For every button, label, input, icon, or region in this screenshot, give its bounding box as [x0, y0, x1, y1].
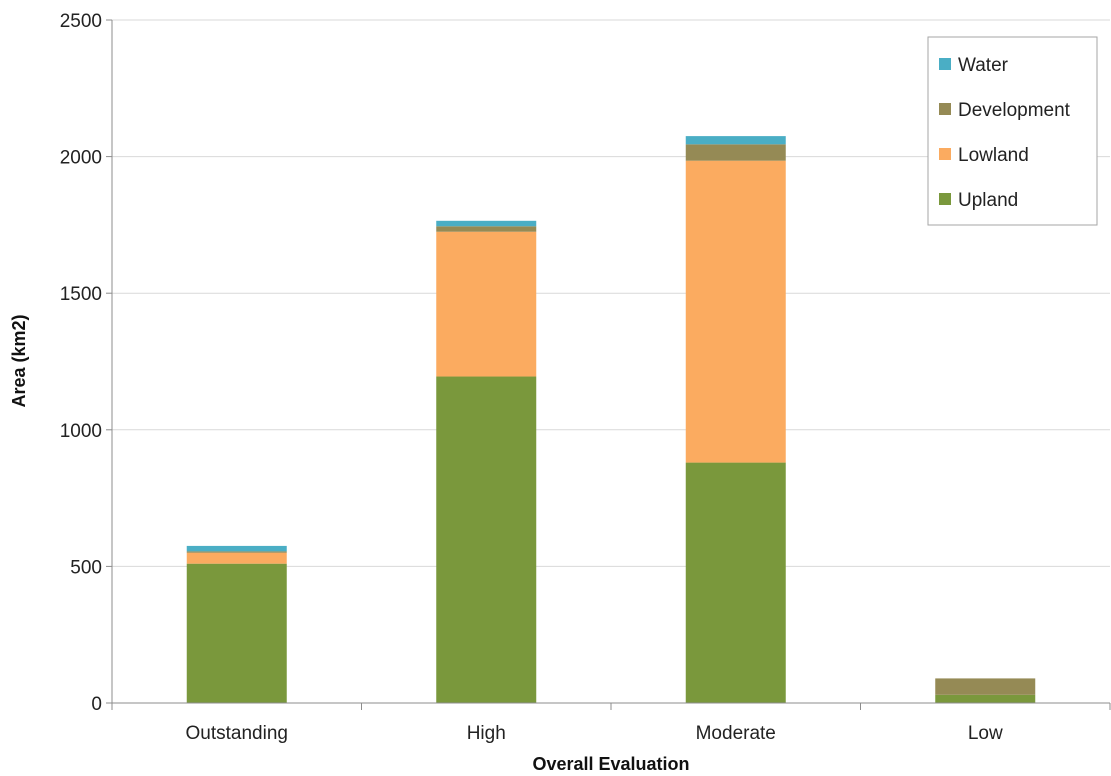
legend-swatch	[939, 103, 951, 115]
bar-development-low	[935, 678, 1036, 695]
bar-upland-low	[935, 694, 1036, 703]
x-tick-label: Low	[968, 723, 1003, 744]
y-tick-label: 1500	[60, 284, 102, 305]
y-axis-title: Area (km2)	[9, 314, 29, 407]
bar-stack-high	[436, 220, 537, 703]
legend-item-lowland: Lowland	[939, 145, 1029, 166]
bar-stack-outstanding	[186, 545, 287, 703]
legend-swatch	[939, 148, 951, 160]
bar-upland-moderate	[685, 462, 786, 703]
y-tick-label: 500	[70, 557, 102, 578]
x-tick-label: Outstanding	[186, 723, 288, 744]
bar-lowland-outstanding	[186, 552, 287, 564]
y-tick-label: 2500	[60, 11, 102, 32]
bar-upland-outstanding	[186, 563, 287, 703]
bar-stack-low	[935, 678, 1036, 703]
legend-label: Lowland	[958, 145, 1029, 166]
legend: Water Development Lowland Upland	[927, 36, 1098, 226]
legend-box	[927, 36, 1098, 226]
legend-item-development: Development	[939, 100, 1071, 121]
legend-label: Water	[958, 55, 1009, 76]
x-axis-title: Overall Evaluation	[532, 754, 689, 774]
bar-water-outstanding	[186, 545, 287, 552]
legend-swatch	[939, 58, 951, 70]
bar-stacks	[186, 136, 1036, 703]
y-tick-label: 1000	[60, 421, 102, 442]
x-tick-labels: Outstanding High Moderate Low	[186, 723, 1003, 744]
y-tick-label: 2000	[60, 148, 102, 169]
bar-stack-moderate	[685, 136, 786, 703]
legend-swatch	[939, 193, 951, 205]
bar-water-moderate	[685, 136, 786, 145]
x-tick-label: High	[467, 723, 506, 744]
bar-lowland-high	[436, 231, 537, 377]
y-tick-labels: 0 500 1000 1500 2000 2500	[60, 11, 102, 715]
legend-label: Development	[958, 100, 1071, 121]
x-tick-label: Moderate	[696, 723, 776, 744]
bar-water-high	[436, 220, 537, 227]
legend-item-upland: Upland	[939, 190, 1018, 211]
bar-development-moderate	[685, 144, 786, 161]
legend-item-water: Water	[939, 55, 1009, 76]
bar-development-outstanding	[186, 551, 287, 553]
bar-lowland-moderate	[685, 160, 786, 463]
bar-development-high	[436, 226, 537, 232]
bar-upland-high	[436, 376, 537, 703]
y-tick-label: 0	[91, 694, 102, 715]
axes	[106, 19, 1111, 710]
legend-label: Upland	[958, 190, 1018, 211]
